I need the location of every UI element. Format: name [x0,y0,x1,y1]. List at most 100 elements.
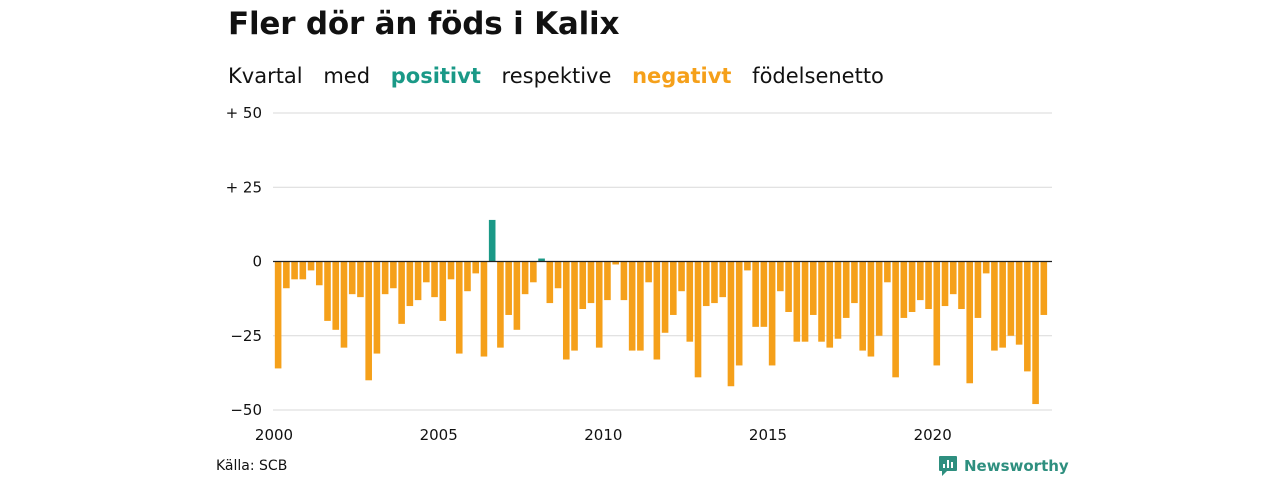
bar [777,261,784,292]
bar [381,261,389,295]
bar [604,261,611,301]
bar [933,261,941,366]
x-tick-label: 2015 [749,426,787,444]
bar [464,261,471,292]
bar [1024,261,1031,372]
bar [941,261,949,307]
bar [324,261,331,321]
bar [735,261,743,366]
y-tick-label: 0 [252,253,262,271]
source-note: Källa: SCB [216,458,288,474]
bar [587,261,595,304]
bar [620,261,628,301]
bar [513,261,521,330]
bar [694,261,702,378]
bar [431,261,438,298]
bar [628,261,636,351]
bar [307,261,315,271]
bar [982,261,990,274]
bar [744,261,751,271]
y-tick-label: + 25 [226,178,262,196]
grid-lines [273,112,1052,411]
bar [439,261,447,321]
bar [859,261,866,351]
bar [414,261,422,301]
bar [423,261,430,283]
bar [274,261,282,369]
bar [1015,261,1023,345]
bar [538,258,545,262]
bar [299,261,307,280]
subtitle-word-med: med [323,64,371,88]
bar [999,261,1006,348]
bar [340,261,348,348]
bar [851,261,858,304]
x-axis-ticks: 2000 2005 2010 2015 2020 [255,426,952,444]
bar [472,261,480,274]
bar [488,219,496,262]
bar [653,261,661,360]
bar [530,261,537,283]
subtitle-positive-label: positivt [390,64,481,88]
bar [332,261,340,330]
bar [554,261,562,289]
bar [760,261,768,327]
bar [315,261,323,286]
bar [908,261,916,312]
chart-title: Fler dör än föds i Kalix [228,6,620,42]
y-axis-ticks: + 50 + 25 0 −25 −50 [226,104,262,419]
bar [974,261,982,318]
newsworthy-logo[interactable]: Newsworthy [938,455,1069,477]
bar [826,261,834,348]
bars [274,219,1048,405]
subtitle-word-kvartal: Kvartal [228,64,303,88]
bar [719,261,727,298]
bar [686,261,694,342]
y-tick-label: + 50 [226,104,262,122]
bar [809,261,817,315]
bar [373,261,381,354]
bar [612,261,619,265]
bar [595,261,603,348]
bar [398,261,405,324]
bar [571,261,578,351]
bar [949,261,957,295]
bar [1032,261,1039,405]
subtitle-word-fodelsenetto: födelsenetto [752,64,884,88]
bar [562,261,570,360]
y-tick-label: −25 [230,327,262,345]
bar [801,261,809,342]
bar [521,261,529,295]
bar [702,261,710,307]
bar [793,261,801,342]
bar [834,261,842,339]
x-tick-label: 2000 [255,426,293,444]
bar [925,261,932,310]
bar [1040,261,1048,315]
bar [917,261,924,301]
bar [447,261,455,280]
bar [900,261,908,318]
bar [291,261,298,280]
bar [958,261,965,310]
bar [661,261,669,333]
bar [406,261,414,307]
bar [752,261,759,327]
bar [867,261,875,357]
bar [1007,261,1015,336]
bar [357,261,364,298]
brand-label: Newsworthy [964,457,1069,475]
bar [991,261,998,351]
chart-subtitle: Kvartal med positivt respektive negativt… [228,64,898,88]
x-tick-label: 2005 [420,426,458,444]
bar [785,261,792,312]
bar [348,261,356,295]
bar [579,261,587,310]
newsworthy-logo-icon [939,456,957,476]
bar [727,261,735,387]
x-tick-label: 2010 [584,426,622,444]
bar [875,261,883,336]
bar [892,261,899,378]
y-tick-label: −50 [230,401,262,419]
